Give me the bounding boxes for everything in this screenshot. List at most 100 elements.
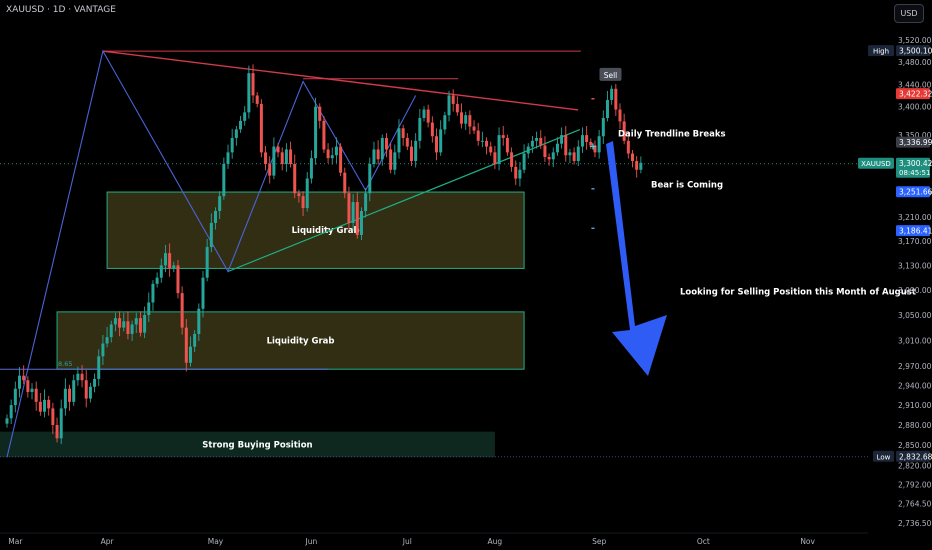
candle-body	[635, 161, 639, 170]
candle-body	[88, 386, 92, 399]
candle-body	[422, 109, 426, 119]
candle-body	[151, 283, 155, 303]
symbol-header: XAUUSD · 1D · VANTAGE	[6, 5, 116, 15]
candle-body	[330, 155, 334, 159]
candle-body	[639, 162, 643, 170]
price-label-box	[896, 88, 930, 100]
ascending-trendline	[227, 129, 581, 273]
price-label-box	[896, 186, 930, 198]
candle-body	[460, 112, 464, 124]
candle-body	[297, 193, 301, 197]
candle-body	[418, 118, 422, 141]
candle-body	[68, 388, 72, 402]
candle-body	[560, 135, 564, 144]
candle-body	[172, 265, 176, 269]
candle-body	[126, 321, 130, 334]
candle-body	[551, 152, 555, 160]
candle-body	[176, 265, 180, 294]
candle-body	[530, 140, 534, 147]
price-tick-label: 2,880.00	[898, 421, 932, 430]
candle-body	[159, 265, 163, 278]
price-label-box	[896, 157, 930, 178]
bearish-arrow	[606, 141, 667, 376]
candle-body	[468, 115, 472, 127]
candle-body	[543, 145, 547, 157]
candle-body	[430, 122, 434, 137]
candle-body	[359, 211, 363, 235]
candle-body	[309, 158, 313, 179]
price-label-value: 3,500.10	[899, 47, 932, 56]
candle-body	[447, 95, 451, 116]
candle-body	[618, 109, 622, 122]
candle-body	[605, 99, 609, 119]
candle-body	[59, 408, 63, 439]
candle-body	[347, 193, 351, 223]
candle-body	[268, 163, 272, 176]
time-tick-label: Jul	[402, 537, 412, 546]
candle-body	[51, 408, 55, 425]
price-label-box	[896, 450, 930, 462]
candle-body	[47, 399, 51, 409]
time-tick-label: Mar	[8, 537, 23, 546]
candle-body	[314, 106, 318, 159]
candle-body	[393, 152, 397, 170]
candle-body	[626, 140, 630, 154]
time-tick-label: Apr	[101, 537, 115, 546]
candle-body	[55, 424, 59, 439]
candle-body	[439, 129, 443, 153]
price-tick-label: 3,210.00	[898, 213, 932, 222]
candle-body	[163, 253, 167, 266]
candle-body	[576, 146, 580, 162]
candle-body	[301, 196, 305, 209]
candle-body	[334, 146, 338, 156]
candle-body	[322, 120, 326, 150]
candle-body	[26, 380, 30, 392]
candle-body	[493, 152, 497, 164]
candle-body	[522, 153, 526, 170]
candle-body	[401, 128, 405, 138]
candle-body	[397, 128, 401, 153]
candle-body	[539, 137, 543, 146]
candle-body	[376, 149, 380, 160]
candle-body	[13, 388, 17, 406]
candle-body	[326, 149, 330, 159]
price-label-value: 3,336.99	[899, 138, 932, 147]
candle-body	[201, 277, 205, 309]
zone-rect	[0, 431, 495, 458]
price-label-value: 3,422.32	[899, 90, 932, 99]
price-tick-label: 3,400.00	[898, 103, 932, 112]
candle-body	[547, 156, 551, 160]
price-label-tag	[873, 450, 894, 462]
candle-body	[405, 137, 409, 147]
candle-body	[280, 152, 284, 164]
candle-body	[34, 388, 38, 402]
price-tick-label: 3,480.00	[898, 58, 932, 67]
candle-body	[230, 137, 234, 153]
candle-body	[443, 115, 447, 130]
zones-layer: Liquidity Grab Liquidity Grab Strong Buyin…	[0, 191, 525, 458]
candle-body	[251, 73, 255, 96]
price-label-tag	[868, 45, 894, 57]
candle-body	[180, 293, 184, 328]
candle-body	[622, 121, 626, 141]
annotation-text: Daily Trendline Breaks	[618, 129, 726, 139]
candle-body	[505, 137, 509, 153]
price-tick-label: 2,940.00	[898, 381, 932, 390]
price-label-tag	[858, 157, 894, 169]
candle-body	[389, 149, 393, 170]
price-label-tag-text: XAUUSD	[861, 160, 891, 168]
candle-body	[276, 146, 280, 153]
candle-body	[293, 163, 297, 194]
signal-marker: -	[591, 223, 595, 234]
price-label-box	[896, 45, 930, 57]
candle-body	[22, 375, 26, 381]
candle-body	[593, 145, 597, 153]
currency-button[interactable]: USD	[894, 4, 924, 23]
candle-body	[209, 222, 213, 248]
candle-body	[247, 73, 251, 113]
candle-body	[585, 135, 589, 142]
candle-body	[264, 152, 268, 164]
candle-body	[38, 401, 42, 412]
candle-body	[518, 169, 522, 179]
